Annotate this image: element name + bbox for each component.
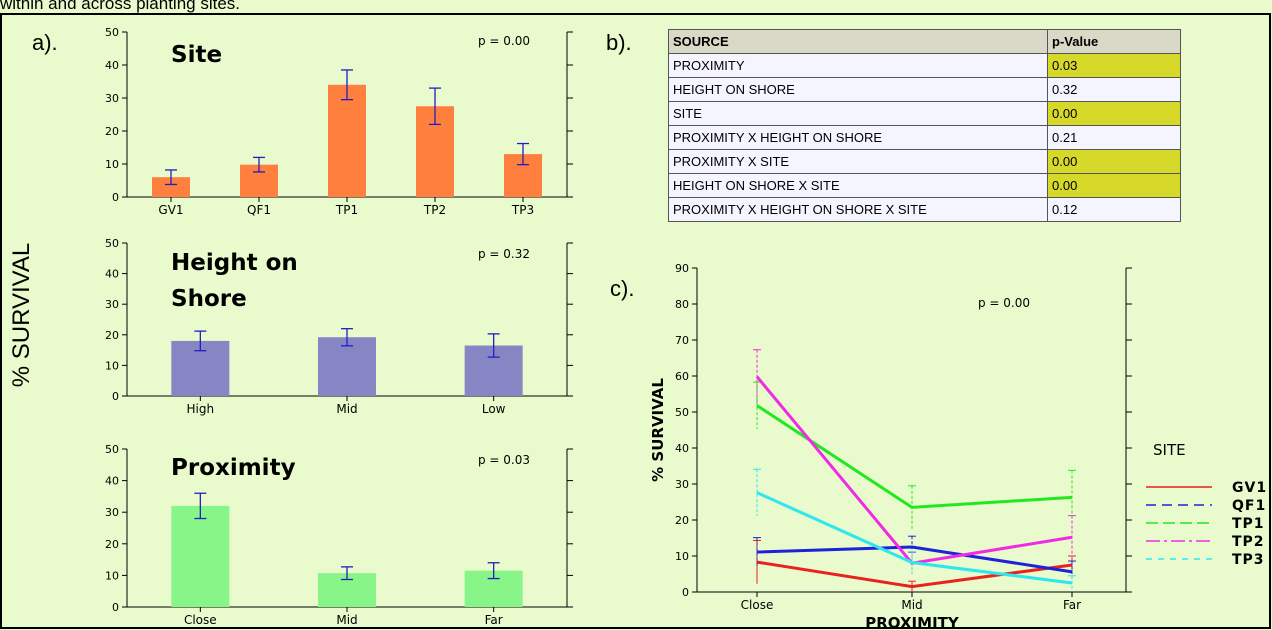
chart-title: Proximity <box>171 455 296 481</box>
y-tick-label: 50 <box>675 406 689 419</box>
y-tick-label: 30 <box>105 298 119 311</box>
panel-label-c: c). <box>610 276 635 301</box>
table-cell-source: PROXIMITY X HEIGHT ON SHORE X SITE <box>668 197 1048 222</box>
y-axis-label: % SURVIVAL <box>649 378 667 482</box>
y-tick-label: 20 <box>105 125 119 138</box>
y-tick-label: 0 <box>112 390 119 403</box>
y-tick-label: 0 <box>112 601 119 614</box>
x-tick-label: Far <box>485 613 503 627</box>
bar <box>152 177 190 197</box>
x-tick-label: Mid <box>336 613 357 627</box>
x-tick-label: High <box>187 402 215 416</box>
y-tick-label: 0 <box>112 191 119 204</box>
bar <box>328 84 366 197</box>
legend-label: QF1 <box>1232 498 1266 514</box>
y-tick-label: 40 <box>105 268 119 281</box>
legend-label: TP1 <box>1232 516 1265 532</box>
x-tick-label: Close <box>184 613 217 627</box>
table-cell-p-value: 0.12 <box>1047 197 1181 222</box>
y-tick-label: 10 <box>105 569 119 582</box>
table-row: HEIGHT ON SHORE X SITE 0.00 <box>668 173 1181 198</box>
chart-title: Site <box>171 42 222 68</box>
y-tick-label: 40 <box>675 442 689 455</box>
y-tick-label: 30 <box>105 506 119 519</box>
panel-label-a: a). <box>32 30 58 55</box>
figure-caption: within and across planting sites. <box>0 0 241 13</box>
table-cell-source: PROXIMITY X HEIGHT ON SHORE <box>668 125 1048 150</box>
chart-title: Height on Shore <box>171 250 298 312</box>
y-tick-label: 10 <box>105 359 119 372</box>
table-row: PROXIMITY 0.03 <box>668 53 1181 78</box>
y-tick-label: 50 <box>105 443 119 456</box>
x-tick-label: Mid <box>901 598 922 612</box>
y-tick-label: 40 <box>105 59 119 72</box>
table-header-row: SOURCE p-Value <box>668 29 1181 54</box>
p-value-annotation: p = 0.00 <box>478 34 530 48</box>
table-header-p-value: p-Value <box>1047 29 1181 54</box>
table-header-source: SOURCE <box>668 29 1048 54</box>
panel-label-b: b). <box>606 30 632 55</box>
y-tick-label: 10 <box>675 550 689 563</box>
y-tick-label: 30 <box>675 478 689 491</box>
x-tick-label: Low <box>482 402 506 416</box>
bar <box>171 505 230 607</box>
table-cell-source: PROXIMITY X SITE <box>668 149 1048 174</box>
y-tick-label: 0 <box>682 586 689 599</box>
table-cell-p-value: 0.21 <box>1047 125 1181 150</box>
y-tick-label: 20 <box>105 329 119 342</box>
y-tick-label: 50 <box>105 237 119 250</box>
y-tick-label: 70 <box>675 334 689 347</box>
table-cell-source: HEIGHT ON SHORE X SITE <box>668 173 1048 198</box>
p-value-annotation: p = 0.00 <box>978 296 1030 310</box>
y-tick-label: 30 <box>105 92 119 105</box>
x-tick-label: QF1 <box>247 203 271 217</box>
y-tick-label: 10 <box>105 158 119 171</box>
table-cell-p-value: 0.00 <box>1047 101 1181 126</box>
table-cell-p-value: 0.00 <box>1047 149 1181 174</box>
x-tick-label: Mid <box>336 402 357 416</box>
x-tick-label: GV1 <box>158 203 183 217</box>
y-tick-label: 60 <box>675 370 689 383</box>
x-tick-label: TP1 <box>335 203 358 217</box>
y-tick-label: 80 <box>675 298 689 311</box>
p-value-annotation: p = 0.03 <box>478 453 530 467</box>
table-row: PROXIMITY X SITE 0.00 <box>668 149 1181 174</box>
bar <box>318 337 376 396</box>
table-row: PROXIMITY X HEIGHT ON SHORE 0.21 <box>668 125 1181 150</box>
x-tick-label: TP3 <box>511 203 534 217</box>
table-row: SITE 0.00 <box>668 101 1181 126</box>
p-value-annotation: p = 0.32 <box>478 247 530 261</box>
table-cell-p-value: 0.03 <box>1047 53 1181 78</box>
legend-label: TP3 <box>1232 552 1265 568</box>
x-axis-label: PROXIMITY <box>865 614 960 630</box>
x-tick-label: Close <box>741 598 774 612</box>
table-cell-p-value: 0.32 <box>1047 77 1181 102</box>
legend-label: GV1 <box>1232 480 1267 496</box>
table-cell-source: PROXIMITY <box>668 53 1048 78</box>
legend-title: SITE <box>1153 441 1186 459</box>
x-tick-label: TP2 <box>423 203 446 217</box>
table-cell-source: SITE <box>668 101 1048 126</box>
y-tick-label: 50 <box>105 26 119 39</box>
y-tick-label: 40 <box>105 475 119 488</box>
table-row: PROXIMITY X HEIGHT ON SHORE X SITE 0.12 <box>668 197 1181 222</box>
y-tick-label: 20 <box>675 514 689 527</box>
anova-table: SOURCE p-Value PROXIMITY 0.03 HEIGHT ON SH… <box>668 29 1181 222</box>
x-tick-label: Far <box>1063 598 1081 612</box>
y-tick-label: 20 <box>105 538 119 551</box>
legend-label: TP2 <box>1232 534 1265 550</box>
y-tick-label: 90 <box>675 262 689 275</box>
